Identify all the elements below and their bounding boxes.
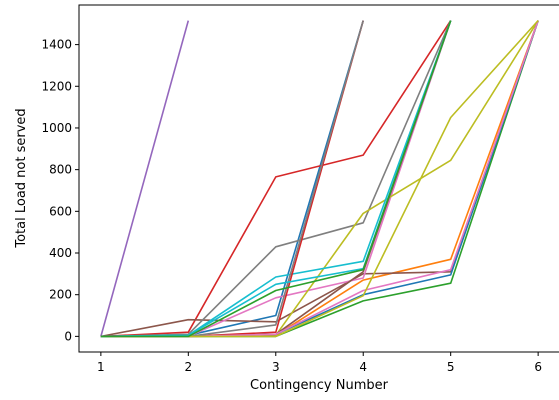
- x-tick-label: 4: [359, 360, 367, 374]
- y-tick-label: 200: [49, 288, 72, 302]
- series-line-5: [100, 20, 190, 337]
- plot-frame: [78, 4, 559, 353]
- y-tick-label: 400: [49, 246, 72, 260]
- x-axis: 1 2 3 4 5 6: [97, 352, 542, 374]
- series-line-1: [100, 20, 364, 338]
- y-axis: 0 200 400 600 800 1000 1200 1400: [41, 38, 79, 343]
- y-tick-label: 1200: [41, 79, 72, 93]
- series-line-15: [100, 20, 364, 338]
- x-axis-label: Contingency Number: [250, 378, 389, 393]
- series-line-4: [100, 20, 452, 338]
- y-tick-label: 800: [49, 163, 72, 177]
- x-tick-label: 2: [184, 360, 192, 374]
- x-tick-label: 1: [97, 360, 105, 374]
- series-layer: [100, 20, 539, 338]
- y-tick-label: 1000: [41, 121, 72, 135]
- series-line-12: [100, 20, 364, 338]
- x-tick-label: 6: [534, 360, 542, 374]
- x-tick-label: 3: [272, 360, 280, 374]
- y-axis-label: Total Load not served: [14, 108, 29, 248]
- y-tick-label: 600: [49, 204, 72, 218]
- y-tick-label: 1400: [41, 38, 72, 52]
- x-tick-label: 5: [447, 360, 455, 374]
- y-tick-label: 0: [64, 329, 72, 343]
- series-line-18: [100, 20, 452, 338]
